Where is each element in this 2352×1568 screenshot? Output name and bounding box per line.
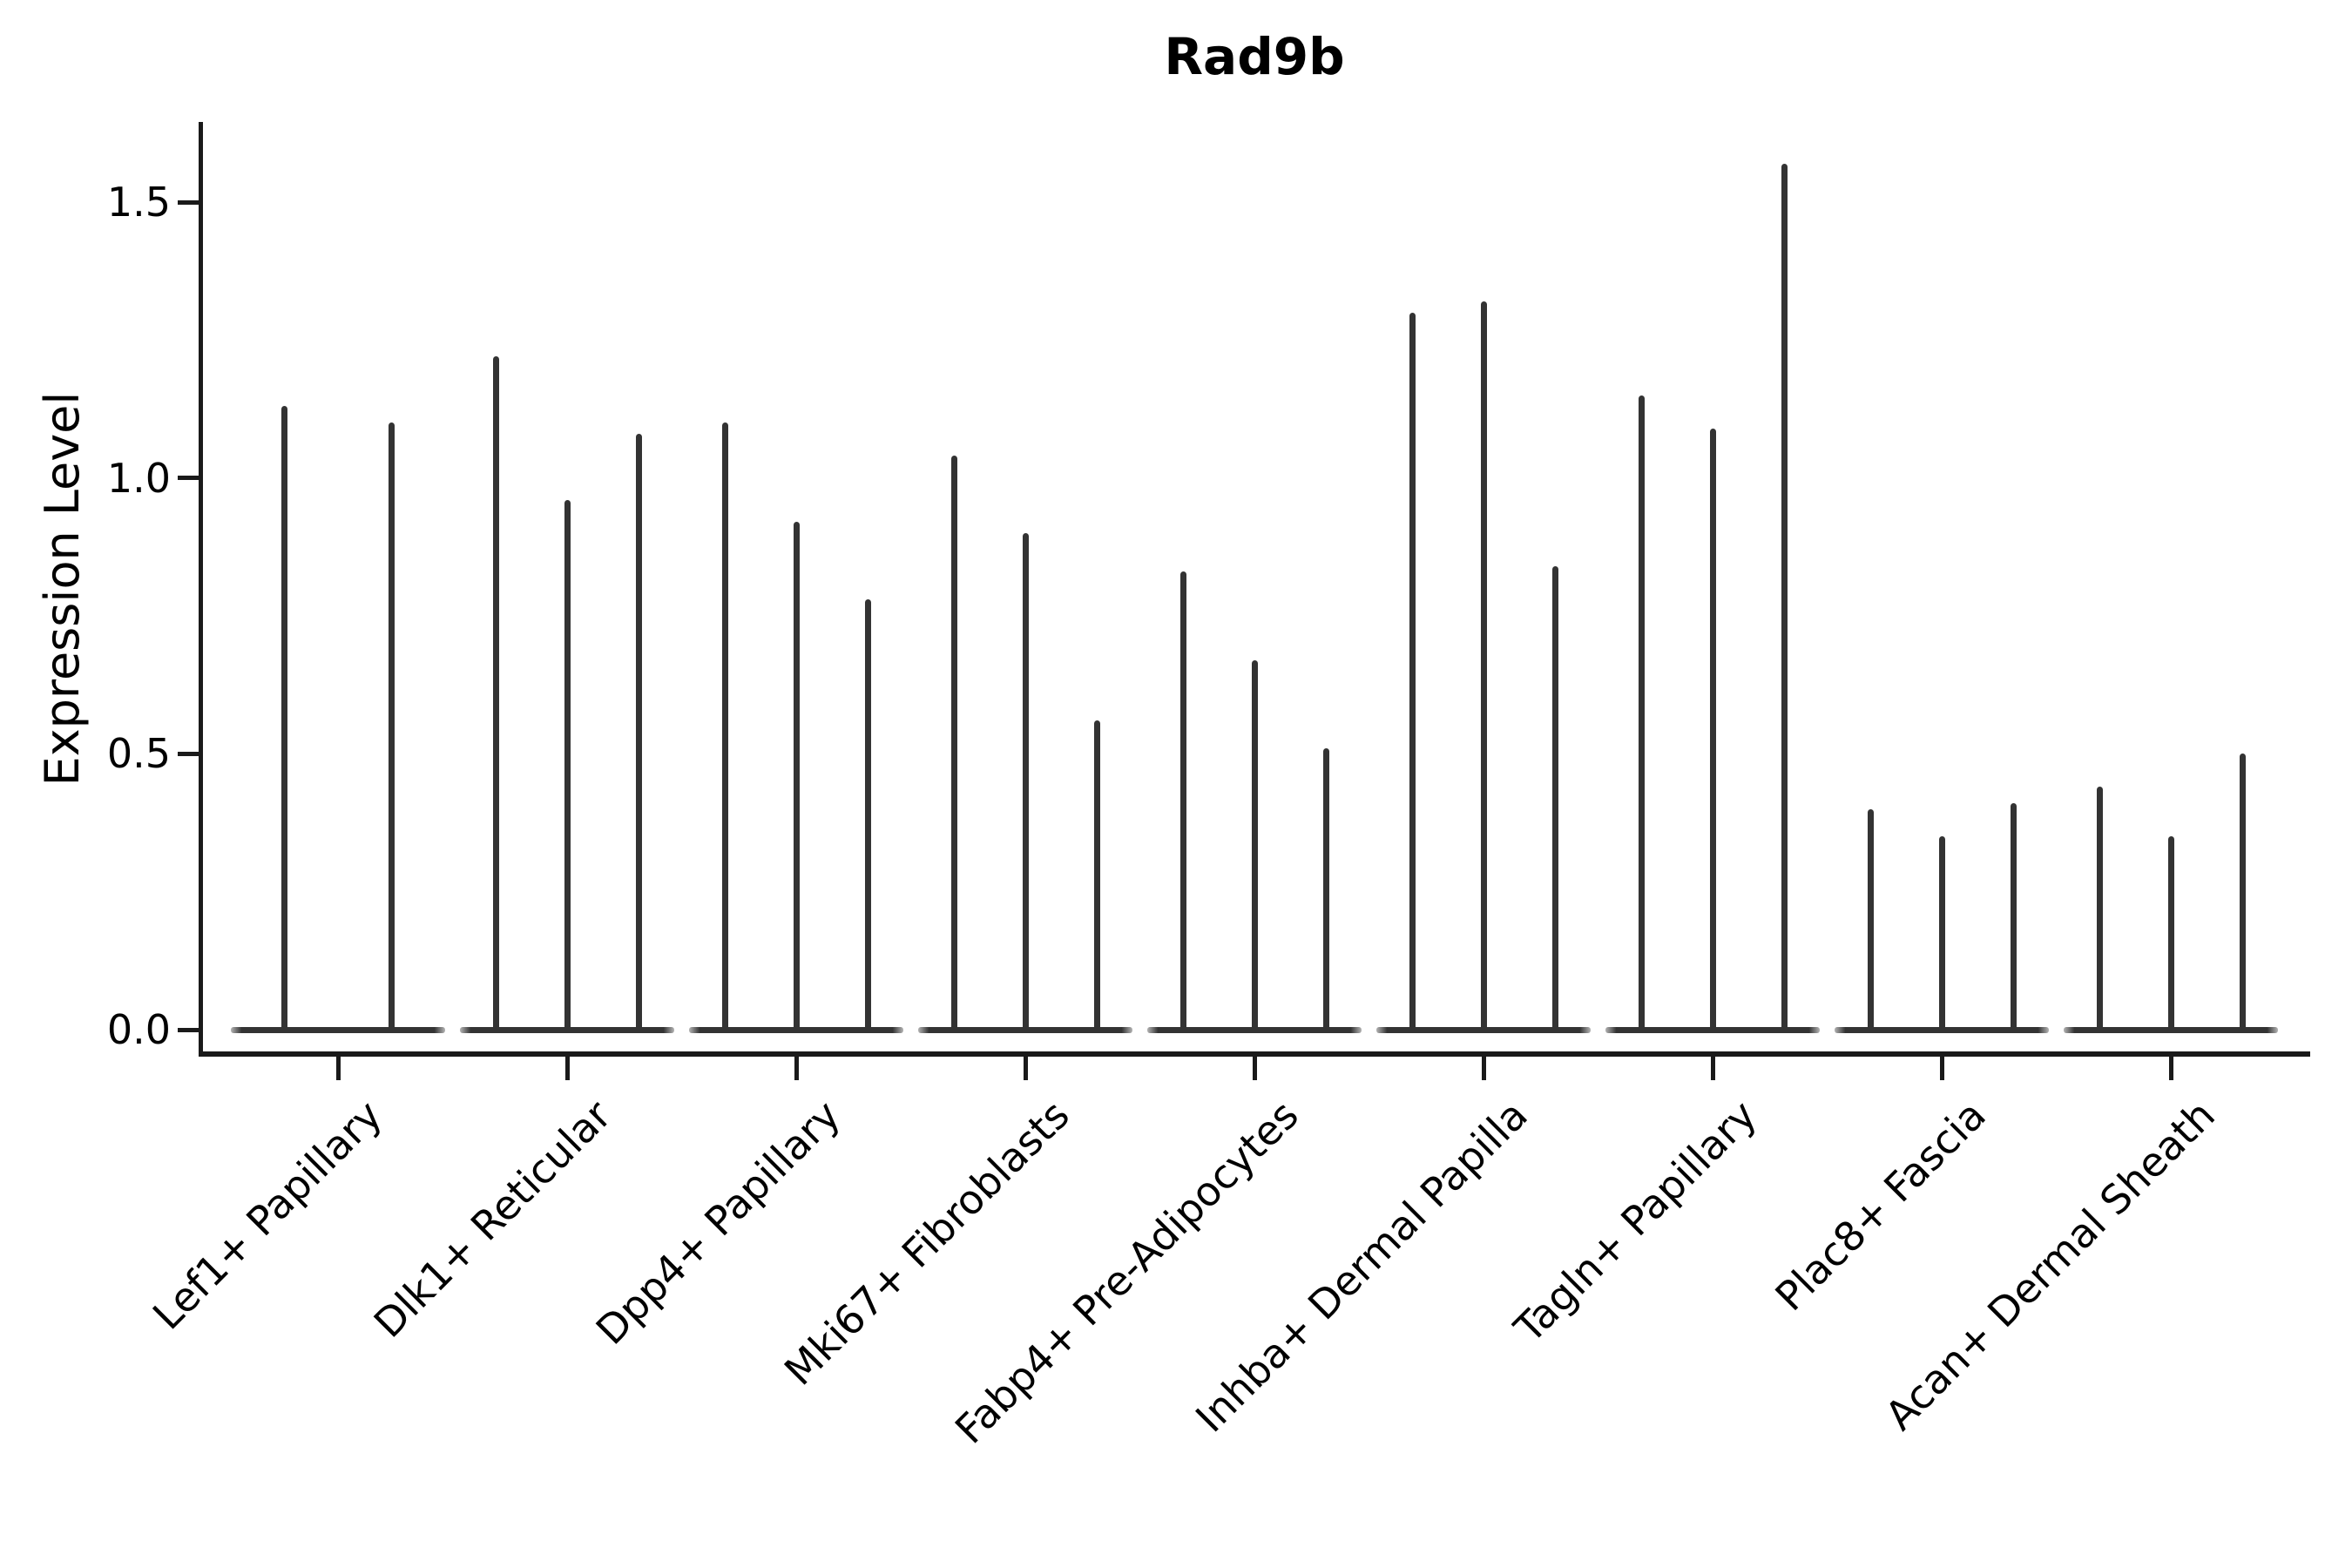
y-tick-label: 0.0 (106, 1006, 171, 1053)
x-tick-mark (1710, 1057, 1715, 1080)
violin-spike (1638, 395, 1645, 1030)
violin-spike (1179, 571, 1186, 1030)
violin-spike (2096, 787, 2103, 1030)
violin-spike (389, 422, 395, 1030)
violin-base (2064, 1026, 2278, 1033)
x-tick-mark (794, 1057, 799, 1080)
violin-spike (1709, 428, 1716, 1030)
y-axis-label: Expression Level (35, 391, 90, 787)
violin-spike (950, 456, 957, 1030)
x-tick-mark (335, 1057, 341, 1080)
violin-spike (564, 500, 571, 1030)
violin-base (689, 1026, 903, 1033)
violin-spike (635, 434, 642, 1030)
violin-spike (1480, 301, 1487, 1030)
x-axis-spine (199, 1051, 2310, 1057)
violin-base (460, 1026, 674, 1033)
violin-spike (2239, 754, 2246, 1030)
chart-title: Rad9b (1164, 27, 1345, 86)
y-tick-label: 1.0 (106, 454, 171, 502)
violin-spike (492, 356, 499, 1030)
x-tick-mark (564, 1057, 570, 1080)
violin-spike (1251, 659, 1258, 1030)
y-tick-mark (178, 1027, 200, 1032)
x-tick-mark (1252, 1057, 1257, 1080)
violin-spike (1022, 533, 1029, 1030)
violin-spike (1551, 566, 1558, 1030)
x-tick-mark (1481, 1057, 1486, 1080)
violin-spike (1867, 808, 1874, 1030)
y-axis-spine (199, 122, 203, 1057)
violin-spike (721, 422, 728, 1030)
violin-base (231, 1026, 445, 1033)
violin-spike (281, 406, 287, 1030)
violin-spike (793, 522, 800, 1030)
x-tick-mark (1939, 1057, 1944, 1080)
x-tick-mark (2168, 1057, 2173, 1080)
y-tick-mark (178, 751, 200, 756)
violin-spike (1781, 163, 1788, 1030)
violin-spike (1093, 720, 1100, 1030)
violin-spike (864, 599, 871, 1030)
y-tick-label: 1.5 (106, 179, 171, 226)
y-tick-mark (178, 476, 200, 481)
violin-base (918, 1026, 1132, 1033)
violin-base (1605, 1026, 1820, 1033)
x-tick-mark (1023, 1057, 1028, 1080)
violin-spike (1409, 312, 1416, 1030)
violin-base (1835, 1026, 2049, 1033)
violin-spike (1322, 748, 1329, 1030)
violin-spike (2167, 836, 2174, 1030)
violin-spike (2010, 803, 2017, 1030)
violin-base (1147, 1026, 1362, 1033)
violin-base (1376, 1026, 1591, 1033)
violin-spike (1938, 836, 1945, 1030)
y-tick-label: 0.5 (106, 730, 171, 778)
y-tick-mark (178, 199, 200, 205)
